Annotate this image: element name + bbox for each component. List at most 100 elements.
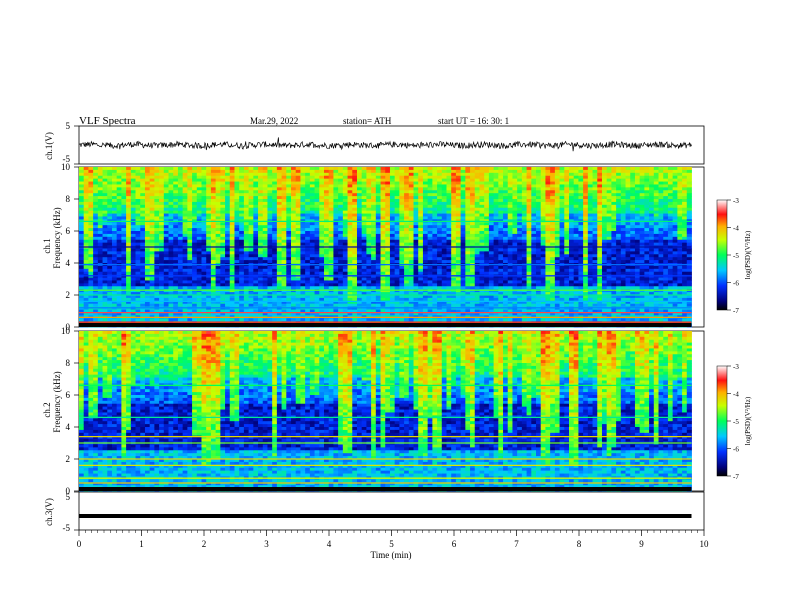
ch1-spectrogram-cell (380, 300, 386, 305)
ch1-spectrogram-cell (366, 184, 372, 188)
ch1-spectrogram-cell (408, 236, 414, 241)
ch1-spectrogram-cell (267, 277, 273, 281)
ch1-spectrogram-cell (446, 257, 452, 261)
ch1-spectrogram-cell (276, 204, 282, 209)
ch1-spectrogram-cell (130, 231, 136, 235)
ch1-spectrogram-cell (88, 201, 94, 206)
ch1-spectrogram-cell (465, 233, 471, 238)
ch1-spectrogram-cell (149, 196, 155, 200)
ch1-spectrogram-cell (474, 213, 480, 217)
ch1-spectrogram-cell (111, 268, 118, 273)
ch1-spectrogram-cell (182, 204, 188, 209)
ch1-spectrogram-cell (258, 231, 264, 235)
ch1-spectrogram-cell (116, 199, 122, 203)
ch1-spectrogram-cell (488, 300, 495, 305)
ch1-spectrogram-cell (413, 239, 419, 244)
ch1-spectrogram-cell (342, 231, 348, 235)
ch1-spectrogram-cell (144, 228, 151, 232)
ch1-spectrogram-cell (441, 196, 447, 200)
ch1-spectrogram-cell (295, 169, 301, 174)
ch1-spectrogram-cell (503, 175, 509, 180)
ch1-spectrogram-cell (220, 260, 226, 264)
ch1-spectrogram-cell (399, 228, 405, 232)
ch1-spectrogram-cell (130, 236, 136, 241)
ch1-spectrogram-cell (135, 204, 141, 209)
ch1-spectrogram-cell (451, 303, 457, 308)
ch1-spectrogram-cell (276, 178, 282, 182)
ch1-spectrogram-cell (107, 233, 113, 238)
ch1-spectrogram-cell (441, 181, 447, 185)
ch1-spectrogram-cell (314, 231, 320, 235)
ch1-spectrogram-cell (206, 178, 212, 182)
ch1-spectrogram-cell (126, 271, 132, 276)
ch1-spectrogram-cell (79, 196, 85, 200)
ch1-spectrogram-cell (422, 167, 429, 171)
ch1-spectrogram-cell (418, 204, 424, 209)
ch1-spectrogram-cell (338, 257, 344, 261)
ch1-spectrogram-cell (385, 207, 391, 212)
ch1-spectrogram-cell (130, 286, 136, 290)
ch1-spectrogram-cell (399, 254, 405, 258)
ch1-spectrogram-cell (404, 213, 410, 217)
ch1-spectrogram-cell (154, 225, 160, 229)
ch1-spectrogram-cell (177, 318, 184, 322)
ch1-spectrogram-cell (333, 318, 339, 322)
ch1-spectrogram-cell (324, 201, 330, 206)
ch1-spectrogram-cell (121, 295, 127, 299)
ch1-spectrogram-cell (225, 303, 231, 308)
ch1-spectrogram-cell (97, 222, 103, 226)
ch1-spectrogram-cell (126, 280, 132, 284)
ch1-spectrogram-cell (144, 193, 151, 197)
ch1-spectrogram-cell (408, 178, 414, 182)
ch1-spectrogram-cell (361, 169, 367, 174)
ch1-spectrogram-cell (503, 233, 509, 238)
ch1-spectrogram-cell (493, 233, 499, 238)
ch1-spectrogram-cell (107, 231, 113, 235)
ch1-spectrogram-cell (206, 236, 212, 241)
ch1-spectrogram-cell (253, 193, 259, 197)
ch1-spectrogram-cell (352, 175, 358, 180)
ch1-spectrogram-cell (102, 277, 108, 281)
ch1-spectrogram-cell (107, 187, 113, 191)
ch1-spectrogram-cell (427, 312, 433, 316)
ch1-spectrogram-cell (437, 175, 443, 180)
ch1-spectrogram-cell (182, 236, 188, 241)
ch1-spectrogram-cell (88, 318, 94, 322)
ch1-spectrogram-cell (319, 196, 325, 200)
ch1-spectrogram-cell (154, 216, 160, 220)
ch1-spectrogram-cell (135, 190, 141, 194)
ch1-spectrogram-cell (451, 300, 457, 305)
ch1-spectrogram-cell (389, 268, 396, 273)
ch1-spectrogram-cell (144, 181, 151, 185)
ch1-spectrogram-cell (342, 297, 348, 302)
ch1-spectrogram-cell (220, 251, 226, 255)
ch1-spectrogram-cell (177, 190, 184, 194)
ch1-spectrogram-cell (272, 309, 278, 313)
ch1-spectrogram-cell (206, 283, 212, 287)
ch1-spectrogram-cell (460, 190, 466, 194)
ch1-spectrogram-cell (163, 178, 169, 182)
ch1-spectrogram-cell (159, 300, 165, 305)
ch1-spectrogram-cell (262, 286, 268, 290)
ch1-spectrogram-cell (385, 312, 391, 316)
ch1-spectrogram-cell (314, 210, 320, 214)
ch1-spectrogram-cell (399, 300, 405, 305)
ch1-spectrogram-cell (375, 169, 381, 174)
ch1-spectrogram-cell (83, 210, 89, 214)
ch1-spectrogram-cell (404, 303, 410, 308)
ch1-spectrogram-cell (437, 312, 443, 316)
ch1-spectrogram-cell (418, 283, 424, 287)
ch1-spectrogram-cell (328, 199, 334, 203)
ch1-spectrogram-cell (83, 260, 89, 264)
ch1-spectrogram-cell (484, 213, 490, 217)
ch1-spectrogram-cell (272, 297, 278, 302)
ch1-spectrogram-cell (361, 309, 367, 313)
ch1-spectrogram-cell (418, 196, 424, 200)
ch1-spectrogram-cell (455, 295, 462, 299)
ch1-spectrogram-cell (479, 295, 485, 299)
ch1-spectrogram-cell (177, 312, 184, 316)
ch1-spectrogram-cell (291, 178, 297, 182)
ch1-spectrogram-cell (102, 181, 108, 185)
ch1-spectrogram-cell (432, 207, 438, 212)
ch1-spectrogram-cell (276, 225, 282, 229)
